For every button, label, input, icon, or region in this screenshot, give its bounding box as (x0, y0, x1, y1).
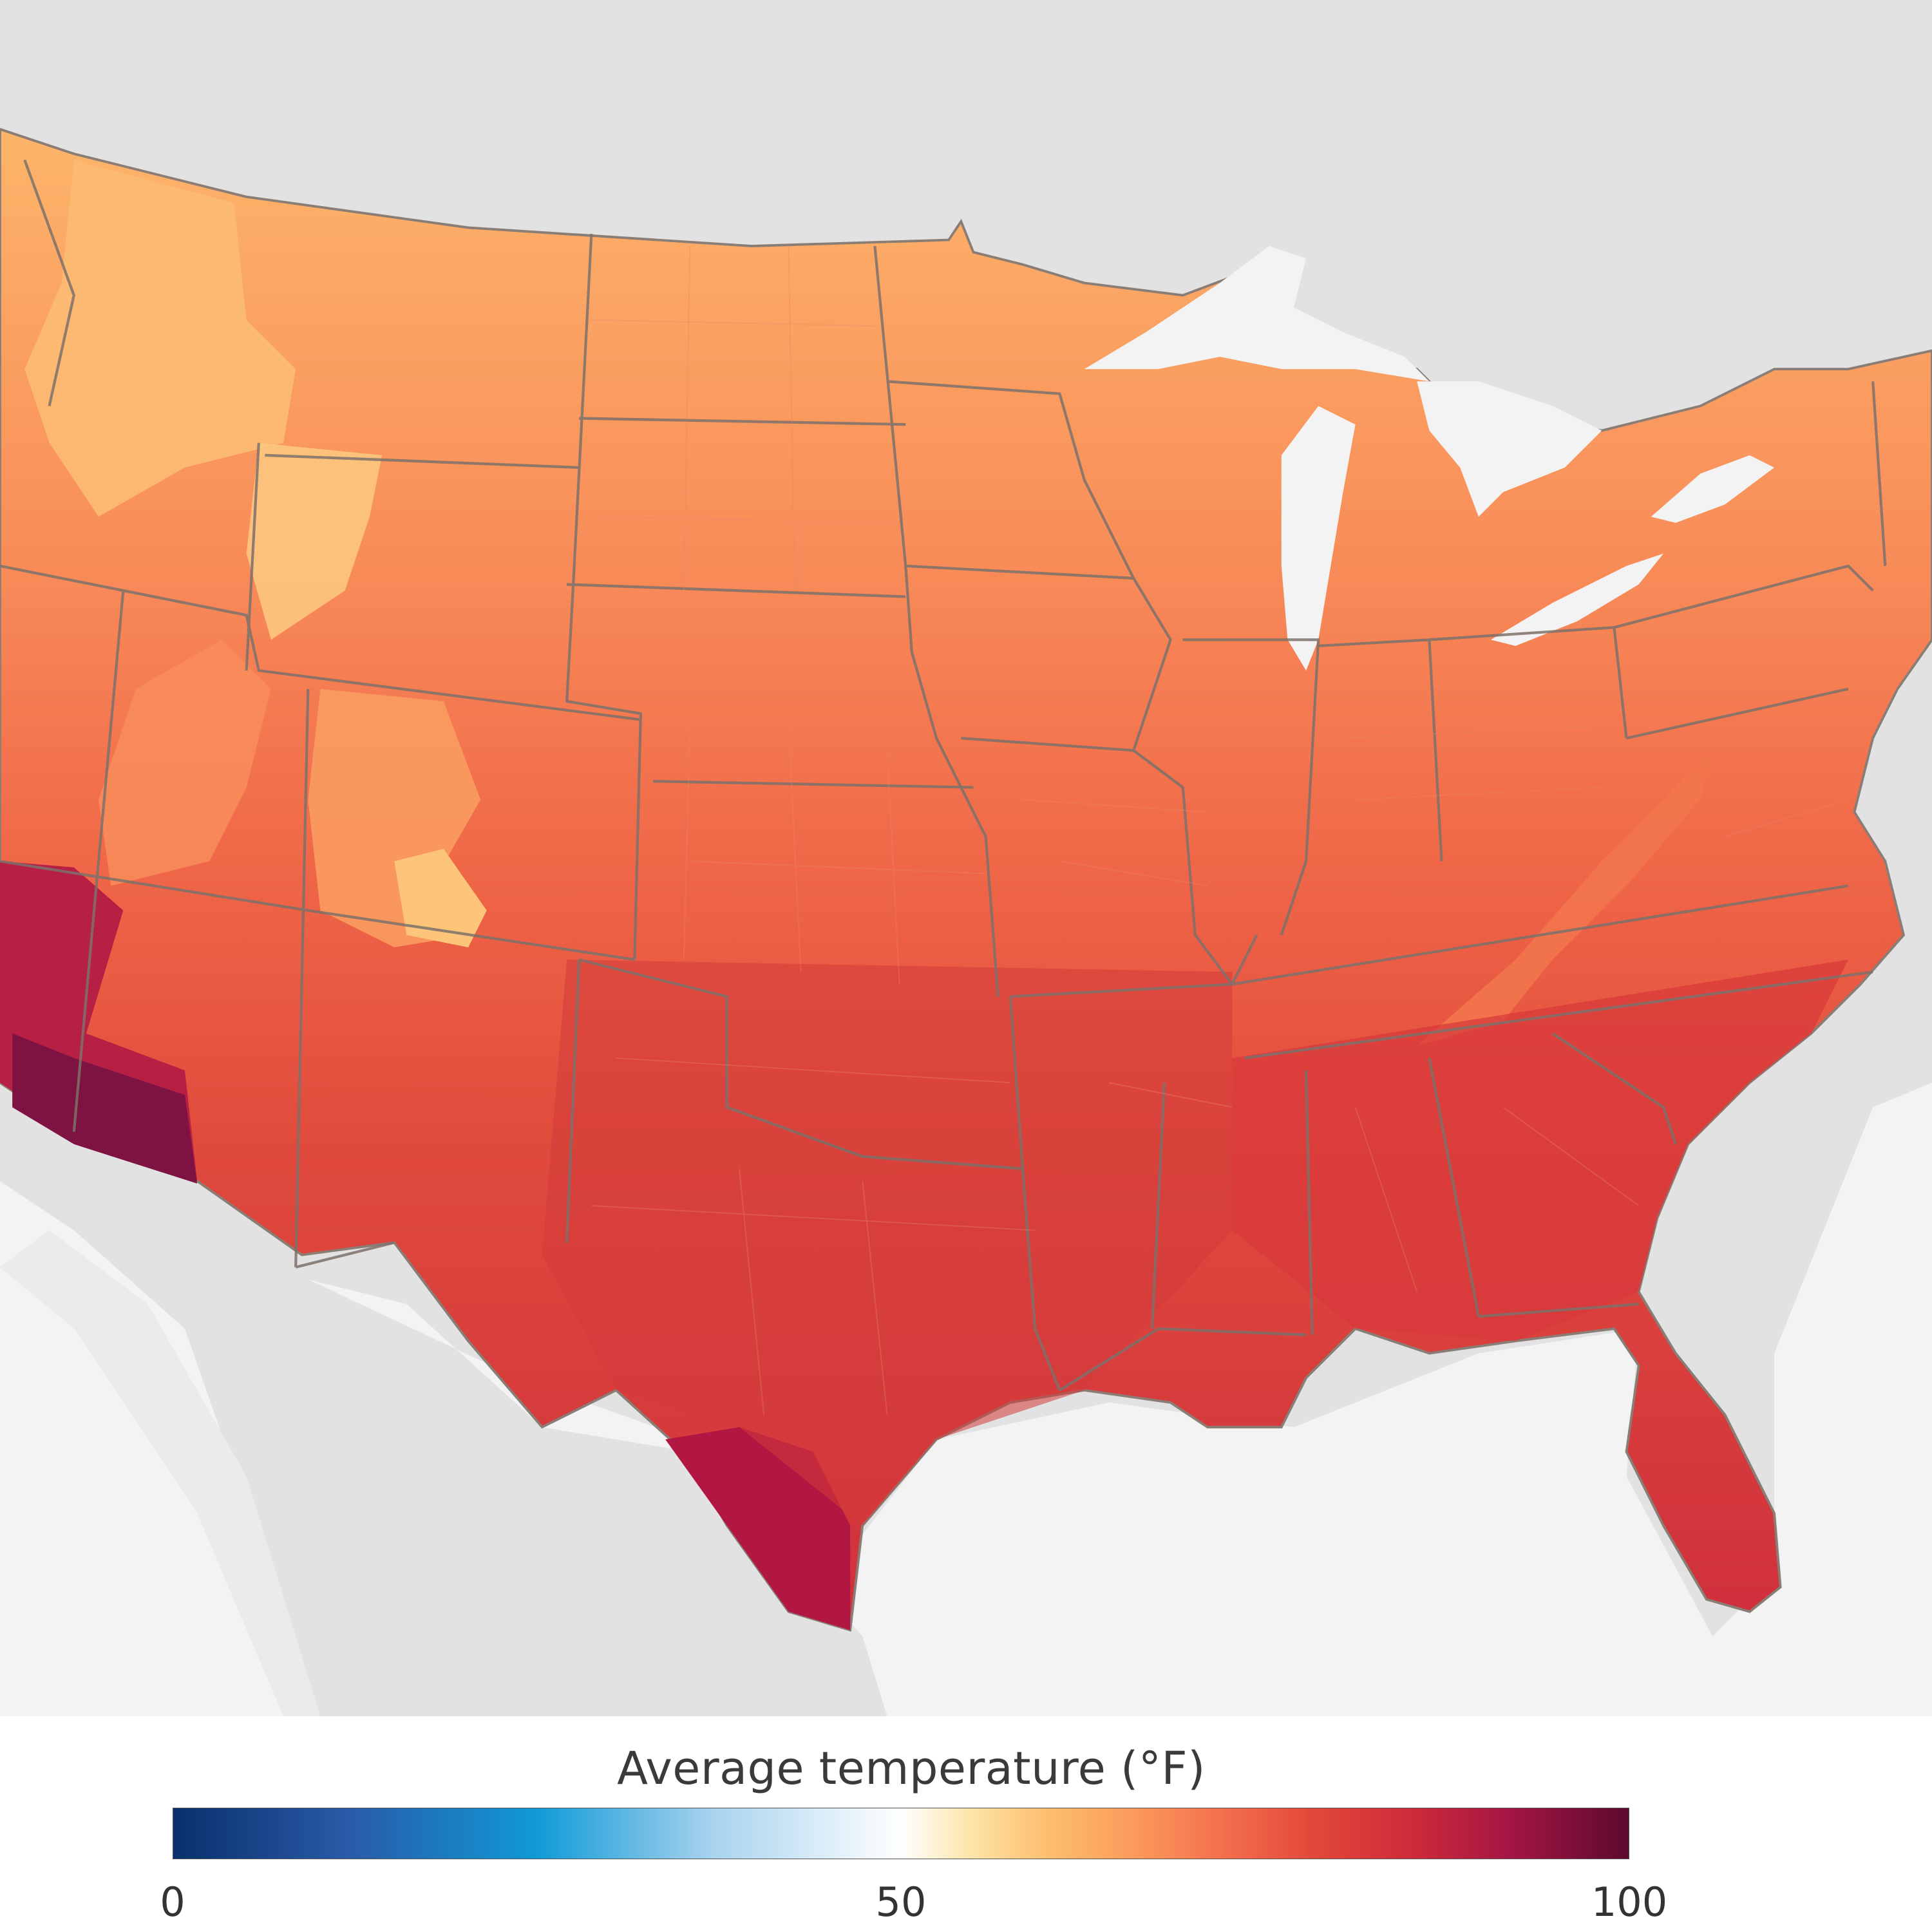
appalachian-cool-region (1417, 750, 1713, 1046)
utah-mountains (99, 639, 271, 886)
desert-hottest-region (12, 1033, 198, 1184)
lake-erie (1491, 553, 1663, 646)
lake-ontario (1651, 455, 1775, 523)
us-temperature-map (0, 0, 1932, 1716)
tick-label-100: 100 (1591, 1879, 1668, 1926)
colorado-mountains (308, 688, 481, 948)
idaho-cool-region (24, 160, 296, 517)
colorado-cold-spot (394, 849, 487, 948)
lake-michigan (1281, 406, 1356, 671)
legend: Average temperature (°F) 0 50 100 (0, 1716, 1932, 1932)
baja-water (0, 1230, 321, 1716)
southern-plains-warm-region (542, 960, 1233, 1526)
legend-title-text: Average temperature (617, 1742, 1106, 1795)
gulf-of-mexico (308, 1083, 1932, 1716)
lake-huron (1417, 381, 1602, 517)
county-lines (591, 246, 1849, 1416)
lake-superior (1084, 246, 1430, 382)
tick-label-50: 50 (875, 1879, 927, 1926)
state-borders (0, 159, 1887, 1392)
colorbar (173, 1808, 1629, 1859)
tick-label-0: 0 (160, 1879, 185, 1926)
wyoming-cool-region (246, 442, 383, 640)
legend-title: Average temperature (°F) (0, 1742, 1823, 1795)
legend-unit: (°F) (1121, 1742, 1206, 1795)
southeast-warm-region (1232, 960, 1848, 1341)
